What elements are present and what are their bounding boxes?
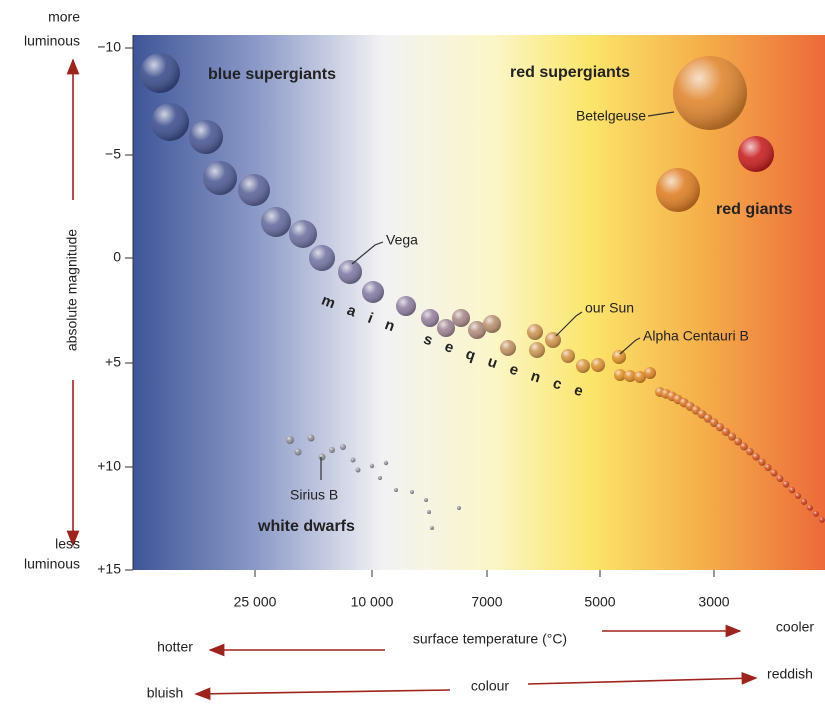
star-label: Sirius B [290, 487, 338, 503]
star-shine [437, 319, 455, 337]
star-shine [238, 174, 270, 206]
star-shine [789, 487, 795, 493]
star-shine [576, 359, 590, 373]
star-shine [483, 315, 501, 333]
star-shine [764, 464, 771, 471]
star-shine [309, 245, 335, 271]
star-shine [286, 436, 294, 444]
x-tick-label: 3000 [698, 594, 729, 610]
star-shine [771, 470, 778, 477]
star-shine [740, 443, 748, 451]
star-shine [396, 296, 416, 316]
axis-end-label: luminous [24, 33, 80, 49]
star-shine [295, 449, 302, 456]
star-shine [421, 309, 439, 327]
star-shine [424, 498, 428, 502]
star-label: Vega [386, 232, 418, 248]
star-shine [591, 358, 605, 372]
star-shine [819, 517, 825, 523]
star-shine [289, 220, 317, 248]
star-label: Alpha Centauri B [643, 328, 749, 344]
star-shine [813, 511, 819, 517]
colour-left: bluish [147, 685, 184, 701]
axis-end-label: more [48, 9, 80, 25]
star-shine [734, 438, 742, 446]
x-tick-label: 5000 [584, 594, 615, 610]
star-shine [338, 260, 362, 284]
star-shine [527, 324, 543, 340]
y-tick-label: +15 [97, 561, 121, 577]
star-shine [329, 447, 335, 453]
y-tick-label: +10 [97, 458, 121, 474]
star-shine [308, 435, 315, 442]
y-ticks: −10 −5 0 +5 +10 +15 [97, 39, 133, 577]
axis-end-label: luminous [24, 556, 80, 572]
hr-diagram: absolute magnitude more luminous less lu… [0, 0, 825, 705]
x-ticks: 25 000 10 000 7000 5000 3000 [234, 570, 730, 610]
star-shine [351, 458, 356, 463]
star-shine [340, 444, 346, 450]
star-shine [673, 56, 747, 130]
star-shine [801, 499, 807, 505]
star-shine [758, 459, 765, 466]
star-shine [561, 349, 575, 363]
axis-end-label: less [55, 536, 80, 552]
axis-arrow [196, 690, 450, 694]
x-tick-label: 10 000 [351, 594, 394, 610]
star-shine [370, 464, 374, 468]
star-shine [362, 281, 384, 303]
star-shine [356, 468, 361, 473]
y-tick-label: −5 [105, 146, 121, 162]
star-shine [500, 340, 516, 356]
star-shine [452, 309, 470, 327]
star-shine [427, 510, 431, 514]
star-shine [777, 475, 784, 482]
star-shine [644, 367, 656, 379]
x-tick-label: 7000 [471, 594, 502, 610]
star-shine [384, 461, 388, 465]
star-shine [151, 103, 189, 141]
temperature-title: surface temperature (°C) [413, 631, 567, 647]
region-label: blue supergiants [208, 66, 336, 83]
star-shine [394, 488, 398, 492]
region-label: red giants [716, 201, 793, 218]
region-label: white dwarfs [257, 518, 355, 535]
star-shine [319, 454, 326, 461]
star-shine [545, 332, 561, 348]
temperature-left: hotter [157, 639, 193, 655]
star-shine [140, 53, 180, 93]
star-shine [261, 207, 291, 237]
colour-title: colour [471, 678, 509, 694]
star-label: Betelgeuse [576, 108, 646, 124]
star-shine [410, 490, 414, 494]
star-shine [378, 476, 382, 480]
star-shine [612, 350, 626, 364]
star-shine [457, 506, 461, 510]
y-tick-label: 0 [113, 249, 121, 265]
y-tick-label: −10 [97, 39, 121, 55]
star-label: our Sun [585, 300, 634, 316]
star-shine [807, 505, 813, 511]
star-shine [738, 136, 774, 172]
y-axis-title: absolute magnitude [64, 229, 80, 351]
region-label: red supergiants [510, 64, 630, 81]
star-shine [746, 448, 754, 456]
colour-right: reddish [767, 666, 813, 682]
star-shine [656, 168, 700, 212]
star-shine [529, 342, 545, 358]
star-shine [752, 453, 759, 460]
axis-arrow [528, 678, 756, 684]
star-shine [430, 526, 434, 530]
star-shine [189, 120, 223, 154]
star-shine [203, 161, 237, 195]
y-tick-label: +5 [105, 354, 121, 370]
star-shine [795, 493, 801, 499]
star-shine [783, 481, 790, 488]
x-tick-label: 25 000 [234, 594, 277, 610]
temperature-right: cooler [776, 619, 814, 635]
